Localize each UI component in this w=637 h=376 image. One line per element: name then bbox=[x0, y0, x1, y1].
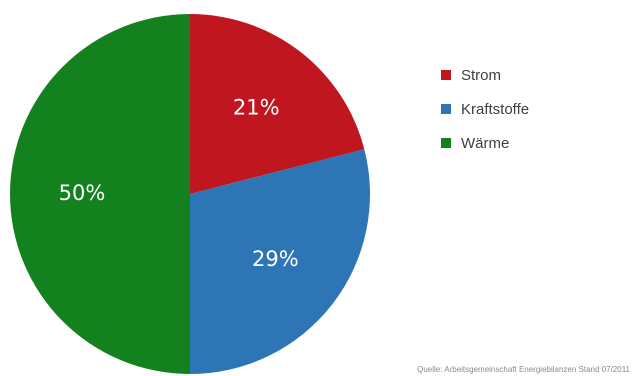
pie-slice-labels: 21% 29% 50% bbox=[59, 96, 299, 272]
chart-legend: Strom Kraftstoffe Wärme bbox=[441, 58, 529, 160]
legend-item-waerme: Wärme bbox=[441, 126, 529, 160]
source-note: Quelle: Arbeitsgemeinschaft Energiebilan… bbox=[417, 365, 630, 374]
pie-slice-strom bbox=[190, 14, 365, 194]
pie-slice-waerme bbox=[10, 14, 190, 374]
pie-slice-label-strom: 21% bbox=[233, 96, 280, 120]
legend-label-strom: Strom bbox=[461, 66, 502, 84]
legend-swatch-strom bbox=[441, 70, 451, 80]
legend-item-kraftstoffe: Kraftstoffe bbox=[441, 92, 529, 126]
legend-item-strom: Strom bbox=[441, 58, 529, 92]
pie-slice-label-waerme: 50% bbox=[59, 181, 106, 205]
legend-label-kraftstoffe: Kraftstoffe bbox=[461, 100, 530, 118]
legend-swatch-waerme bbox=[441, 138, 451, 148]
legend-swatch-kraftstoffe bbox=[441, 104, 451, 114]
pie-slice-label-kraftstoffe: 29% bbox=[252, 247, 299, 271]
legend-label-waerme: Wärme bbox=[461, 134, 510, 152]
pie-slice-kraftstoffe bbox=[190, 149, 370, 374]
pie-slices bbox=[10, 14, 370, 374]
